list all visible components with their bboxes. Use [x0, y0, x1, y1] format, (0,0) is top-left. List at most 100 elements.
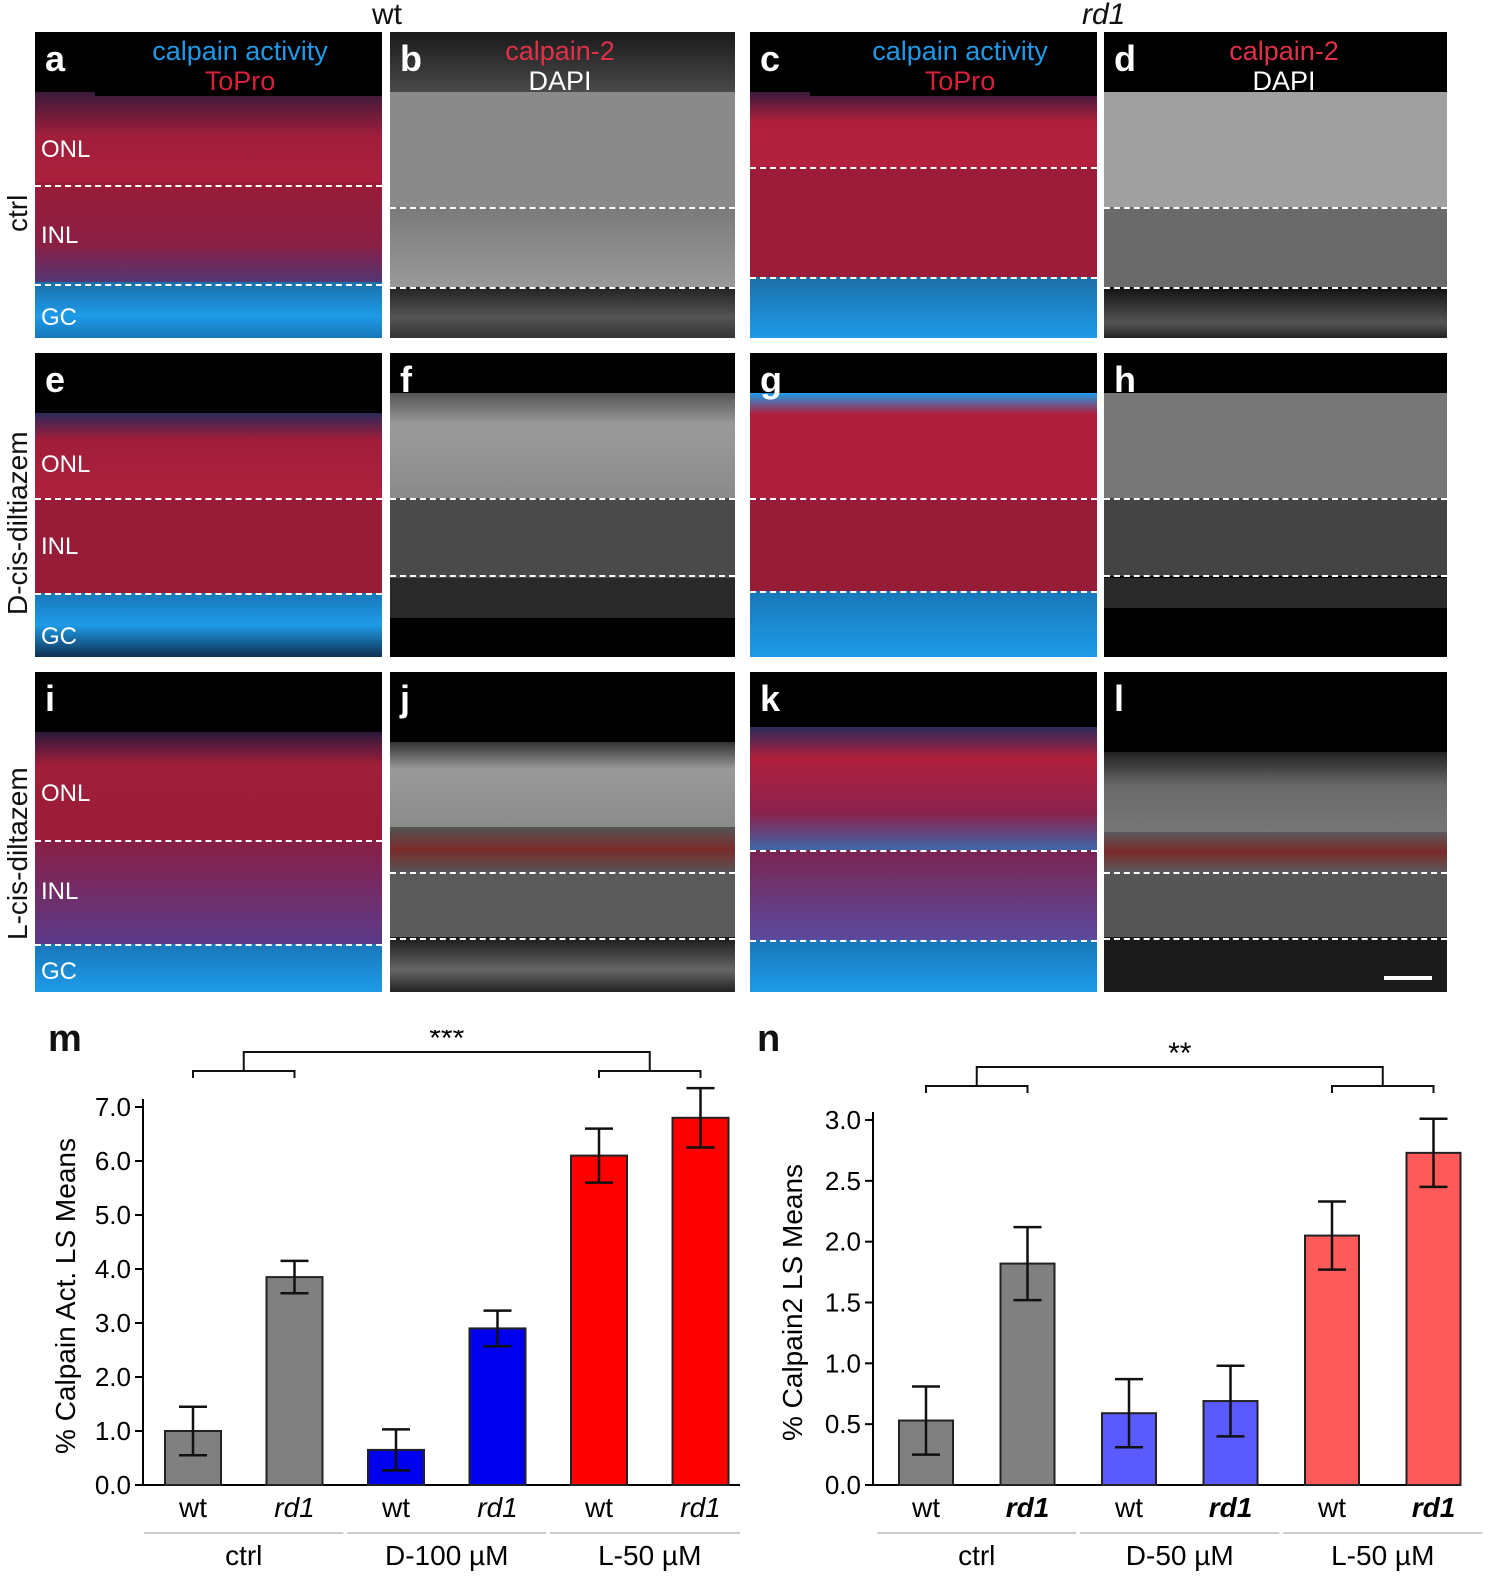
bar	[1304, 1234, 1360, 1486]
y-tick-label: 6.0	[95, 1146, 131, 1176]
significance-marker: ***	[429, 1030, 464, 1055]
column-header-rd1: rd1	[1082, 0, 1126, 31]
panel-letter-d: d	[1114, 38, 1136, 79]
panel-letter-f: f	[400, 359, 412, 400]
y-tick-label: 3.0	[95, 1308, 131, 1338]
chart-n: 0.0 0.5 1.0 1.5 2.0 2.5 3.0 % Calpain2 LS Means…	[777, 1037, 1483, 1571]
x-tick-label: wt	[584, 1492, 613, 1523]
bar	[468, 1327, 527, 1486]
row-label-l-cis-diltazem: L-cis-diltazem	[2, 767, 33, 940]
panel-letter-a: a	[45, 38, 66, 79]
y-tick-label: 5.0	[95, 1200, 131, 1230]
layer-label-inl: INL	[41, 222, 79, 249]
chart-letter-m: m	[48, 1018, 82, 1060]
legend-dapi-rd1: DAPI	[1252, 66, 1316, 96]
x-tick-label: rd1	[1209, 1492, 1253, 1523]
bar	[671, 1116, 730, 1487]
panel-e: e ONL INL GC	[35, 353, 382, 657]
panel-i: i ONL INL GC	[35, 672, 382, 992]
y-tick-label: 0.5	[825, 1409, 861, 1439]
y-tick-label: 2.0	[95, 1362, 131, 1392]
chart-m: 0.0 1.0 2.0 3.0 4.0 5.0 6.0 7.0 % Calpain Act. L…	[50, 1030, 740, 1571]
layer-label-gc: GC	[41, 623, 77, 650]
significance-bracket-right	[1331, 1085, 1435, 1093]
panel-letter-e: e	[45, 359, 66, 400]
row-label-ctrl: ctrl	[2, 194, 33, 232]
panel-h: h	[1104, 353, 1447, 657]
y-tick-label: 1.0	[825, 1348, 861, 1378]
y-tick-label: 1.0	[95, 1416, 131, 1446]
x-tick-label: rd1	[1412, 1492, 1456, 1523]
layer-label-inl: INL	[41, 878, 79, 905]
significance-marker: **	[1168, 1037, 1192, 1070]
layer-label-gc: GC	[41, 304, 77, 331]
y-tick-label: 2.0	[825, 1227, 861, 1257]
y-axis-label: % Calpain2 LS Means	[777, 1164, 808, 1441]
y-axis-label: % Calpain Act. LS Means	[50, 1138, 81, 1454]
bar	[1405, 1151, 1462, 1486]
panel-letter-g: g	[760, 359, 782, 400]
legend-topro-rd1: ToPro	[924, 66, 996, 96]
panel-letter-h: h	[1114, 359, 1136, 400]
x-tick-label: wt	[1317, 1492, 1346, 1523]
panel-b: b calpain-2 DAPI	[390, 32, 735, 338]
legend-calpain-2-rd1: calpain-2	[1229, 36, 1339, 66]
group-label: D-100 µM	[385, 1540, 509, 1571]
layer-label-onl: ONL	[41, 780, 91, 807]
x-tick-label: wt	[911, 1492, 940, 1523]
layer-label-onl: ONL	[41, 136, 91, 163]
panel-letter-j: j	[400, 678, 411, 719]
y-tick-label: 1.5	[825, 1288, 861, 1318]
significance-bracket-top	[242, 1051, 651, 1071]
legend-dapi: DAPI	[528, 66, 592, 96]
x-tick-label: wt	[381, 1492, 410, 1523]
y-tick-label: 0.0	[825, 1470, 861, 1500]
panel-f: f	[390, 353, 735, 657]
group-label: ctrl	[958, 1540, 995, 1571]
panel-k: k	[750, 672, 1097, 992]
legend-topro: ToPro	[204, 66, 276, 96]
layer-label-onl: ONL	[41, 451, 91, 478]
group-label: D-50 µM	[1126, 1540, 1234, 1571]
panel-letter-c: c	[760, 38, 781, 79]
y-tick-label: 2.5	[825, 1166, 861, 1196]
significance-bracket-right	[598, 1070, 702, 1078]
group-label: L-50 µM	[1331, 1540, 1434, 1571]
significance-bracket-top	[975, 1066, 1384, 1086]
group-label: ctrl	[225, 1540, 262, 1571]
row-label-d-cis-diltiazem: D-cis-diltiazem	[2, 431, 33, 615]
panel-g: g	[750, 353, 1097, 657]
panel-j: j	[390, 672, 735, 992]
legend-calpain-activity-rd1: calpain activity	[872, 36, 1048, 66]
group-label: L-50 µM	[598, 1540, 701, 1571]
bar	[570, 1154, 628, 1486]
layer-label-gc: GC	[41, 958, 77, 985]
layer-label-inl: INL	[41, 533, 79, 560]
legend-calpain-activity: calpain activity	[152, 36, 328, 66]
column-header-wt: wt	[372, 0, 402, 31]
x-tick-label: wt	[1114, 1492, 1143, 1523]
y-tick-label: 4.0	[95, 1254, 131, 1284]
x-tick-label: wt	[178, 1492, 207, 1523]
panel-l: l	[1104, 672, 1447, 992]
significance-bracket-left	[925, 1085, 1029, 1093]
panel-d: d calpain-2 DAPI	[1104, 32, 1447, 338]
panel-letter-i: i	[45, 678, 56, 719]
y-tick-label: 7.0	[95, 1092, 131, 1122]
panel-c: c calpain activity ToPro	[750, 32, 1097, 338]
panel-a: a calpain activity ToPro ONL INL GC	[35, 32, 382, 338]
panel-letter-k: k	[760, 678, 781, 719]
y-tick-label: 3.0	[825, 1105, 861, 1135]
x-tick-label: rd1	[680, 1492, 720, 1523]
significance-bracket-left	[192, 1070, 296, 1078]
legend-calpain-2: calpain-2	[505, 36, 615, 66]
x-tick-label: rd1	[274, 1492, 314, 1523]
panel-letter-l: l	[1114, 678, 1125, 719]
bar	[265, 1276, 324, 1486]
y-tick-label: 0.0	[95, 1470, 131, 1500]
chart-letter-n: n	[757, 1018, 781, 1060]
scale-bar	[1384, 976, 1432, 980]
x-tick-label: rd1	[1006, 1492, 1050, 1523]
x-tick-label: rd1	[477, 1492, 517, 1523]
panel-letter-b: b	[400, 38, 422, 79]
